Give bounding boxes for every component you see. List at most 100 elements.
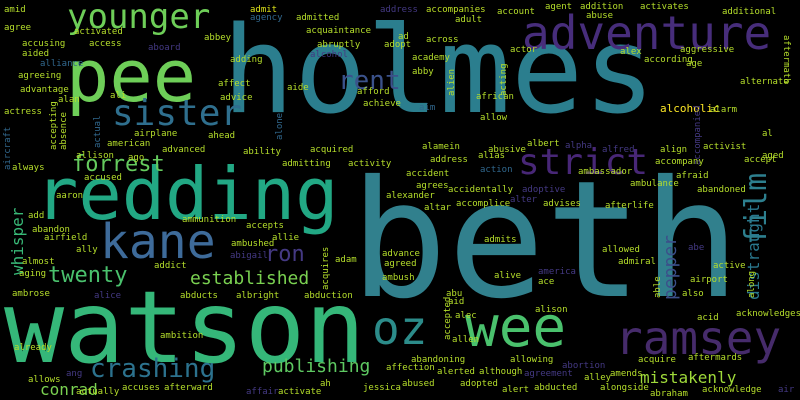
word-alongside: alongside [600, 383, 649, 393]
word-align: align [660, 145, 688, 155]
word-admiral: admiral [618, 257, 656, 267]
word-allowing: allowing [510, 355, 554, 365]
word-ambrose: ambrose [12, 289, 50, 299]
word-ability: ability [243, 147, 281, 157]
word-holmes: holmes [222, 2, 656, 141]
word-twenty: twenty [48, 263, 128, 288]
word-ace: ace [538, 277, 555, 287]
word-afterward: afterward [164, 383, 213, 393]
word-agent: agent [545, 2, 573, 12]
word-alfred: alfred [602, 145, 635, 155]
word-alerted: alerted [437, 367, 475, 377]
word-although: although [479, 367, 523, 377]
word-acquired: acquired [310, 145, 354, 155]
word-adventure: adventure [522, 6, 772, 60]
word-abuse: abuse [586, 11, 614, 21]
word-agrees: agrees [416, 181, 449, 191]
word-access: access [89, 39, 122, 49]
word-adopted: adopted [460, 379, 498, 389]
word-kane: kane [100, 214, 216, 270]
word-airport: airport [690, 275, 728, 285]
word-alley: alley [584, 373, 612, 383]
word-ambushed: ambushed [231, 239, 275, 249]
word-sister: sister [112, 93, 243, 134]
word-abruptly: abruptly [317, 40, 361, 50]
word-acquire: acquire [638, 355, 676, 365]
word-ron: ron [265, 242, 305, 267]
word-add: add [28, 211, 45, 221]
word-aboard: aboard [148, 43, 181, 53]
word-account: account [497, 7, 535, 17]
word-activated: activated [74, 27, 123, 37]
word-affection: affection [386, 363, 435, 373]
word-affair: affair [246, 387, 279, 397]
word-rent: rent [338, 66, 401, 96]
word-abused: abused [402, 379, 435, 389]
word-alive: alive [494, 271, 522, 281]
word-advantage: advantage [20, 85, 69, 95]
word-afterlife: afterlife [605, 201, 654, 211]
word-alcohol: alcohol [310, 50, 348, 60]
word-allowed: allowed [602, 245, 640, 255]
word-aged: aged [762, 151, 784, 161]
word-alex: alex [620, 47, 642, 57]
word-acid: acid [697, 313, 719, 323]
word-adding: adding [230, 55, 263, 65]
word-abandon: abandon [32, 225, 70, 235]
word-able: able [653, 276, 663, 298]
word-younger: younger [67, 0, 211, 37]
word-admits: admits [484, 235, 517, 245]
word-ambassador: ambassador [578, 167, 633, 177]
word-age: age [686, 59, 703, 69]
word-ab: aided [22, 49, 50, 59]
word-alliance: alliance [40, 59, 84, 69]
word-allison: allison [76, 151, 114, 161]
word-aaron: aaron [56, 191, 84, 201]
word-accusing: accusing [22, 39, 66, 49]
word-adoptive: adoptive [522, 185, 566, 195]
word-aggressive: aggressive [680, 45, 735, 55]
word-abigail: abigail [230, 251, 268, 261]
word-abandoning: abandoning [411, 355, 466, 365]
word-alice: alice [94, 291, 122, 301]
word-alter: alter [510, 195, 538, 205]
word-accompany: accompany [655, 157, 704, 167]
word-agreeing: agreeing [18, 71, 62, 81]
word-activity: activity [348, 159, 392, 169]
word-ambulance: ambulance [630, 179, 679, 189]
word-air: air [778, 385, 795, 395]
word-amends: amends [610, 369, 643, 379]
word-actually: actually [76, 387, 120, 397]
word-aim: aim [419, 103, 436, 113]
word-ad: ad [398, 32, 409, 42]
word-pepper: pepper [660, 234, 681, 300]
word-agency: agency [250, 13, 283, 23]
word-alcoholic: alcoholic [660, 102, 720, 115]
word-activist: activist [703, 142, 747, 152]
word-abduction: abduction [304, 291, 353, 301]
word-ramsey: ramsey [615, 311, 782, 365]
word-publishing: publishing [262, 356, 371, 377]
word-acquaintance: acquaintance [306, 26, 372, 36]
word-mistakenly: mistakenly [640, 368, 737, 387]
word-strict: strict [518, 142, 649, 183]
word-advanced: advanced [162, 145, 206, 155]
word-admitted: admitted [296, 13, 340, 23]
word-abraham: abraham [650, 389, 688, 399]
word-allows: allows [28, 375, 61, 385]
word-absence: absence [59, 112, 69, 150]
word-address2: address [430, 155, 468, 165]
word-america: america [538, 267, 576, 277]
word-always: always [12, 163, 45, 173]
word-oz: oz [372, 301, 428, 355]
word-already: already [14, 343, 52, 353]
word-allen: allen [452, 335, 480, 345]
word-active: active [713, 261, 746, 271]
word-beth: beth [350, 147, 741, 335]
word-accepting: accepting [49, 101, 59, 150]
word-activate: activate [278, 387, 322, 397]
word-admit: admit [250, 5, 278, 15]
word-alan: alan [58, 95, 80, 105]
word-conrad: conrad [40, 380, 98, 399]
